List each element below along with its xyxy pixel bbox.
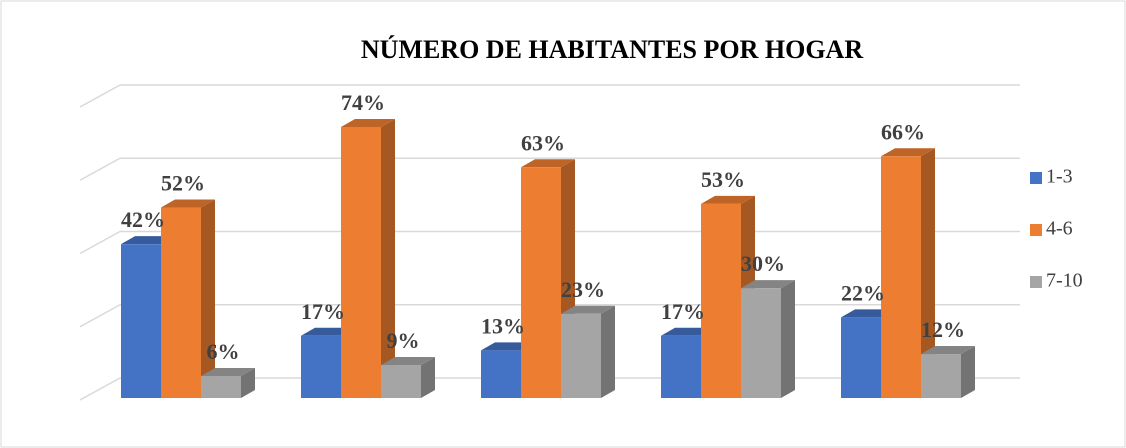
bar-top (561, 305, 615, 314)
bar (481, 350, 521, 398)
bar (881, 156, 921, 398)
value-label: 13% (481, 313, 525, 338)
bar-top (881, 148, 935, 157)
chart-title: NÚMERO DE HABITANTES POR HOGAR (361, 35, 863, 64)
bar-top (341, 118, 395, 127)
bar (521, 167, 561, 398)
grid-line-side (79, 157, 121, 181)
value-label: 42% (121, 207, 165, 232)
bar (121, 244, 161, 398)
bar-side (781, 280, 795, 398)
bar (921, 354, 961, 398)
bar-top (741, 280, 795, 289)
value-label: 66% (881, 119, 925, 144)
value-label: 22% (841, 280, 885, 305)
legend-swatch (1030, 276, 1042, 288)
bar (381, 365, 421, 398)
bar (301, 335, 341, 398)
bar-top (521, 159, 575, 168)
bar (161, 207, 201, 398)
grid-line-side (79, 230, 121, 255)
legend-swatch (1030, 172, 1042, 184)
value-label: 9% (387, 328, 420, 353)
grid-line-side (79, 84, 121, 108)
grid-line-side (79, 304, 121, 328)
bar (341, 126, 381, 398)
legend-swatch (1030, 224, 1042, 236)
value-label: 63% (521, 130, 565, 155)
bar-side (921, 148, 935, 398)
bar-top (201, 368, 255, 377)
value-label: 53% (701, 167, 745, 192)
bar-side (201, 199, 215, 398)
value-label: 17% (301, 299, 345, 324)
bar-top (381, 357, 435, 366)
bar-top (161, 199, 215, 208)
value-label: 6% (207, 339, 240, 364)
bar-side (421, 357, 435, 398)
bar-side (961, 346, 975, 398)
bar-side (381, 118, 395, 398)
bar (661, 335, 701, 398)
legend-label: 1-3 (1046, 166, 1073, 188)
grid-line-side (79, 377, 121, 401)
bar (701, 203, 741, 398)
legend-label: 4-6 (1046, 218, 1073, 240)
bar-side (241, 368, 255, 398)
value-label: 52% (161, 171, 205, 196)
bar-top (701, 195, 755, 204)
value-label: 74% (341, 90, 385, 115)
bar-side (601, 305, 615, 398)
bar (201, 376, 241, 398)
bar (841, 317, 881, 398)
bar (741, 288, 781, 398)
value-label: 17% (661, 299, 705, 324)
bar (561, 313, 601, 398)
legend-label: 7-10 (1046, 270, 1083, 292)
value-label: 12% (921, 317, 965, 342)
value-label: 30% (741, 251, 785, 276)
bar-top (921, 346, 975, 355)
value-label: 23% (561, 277, 605, 302)
